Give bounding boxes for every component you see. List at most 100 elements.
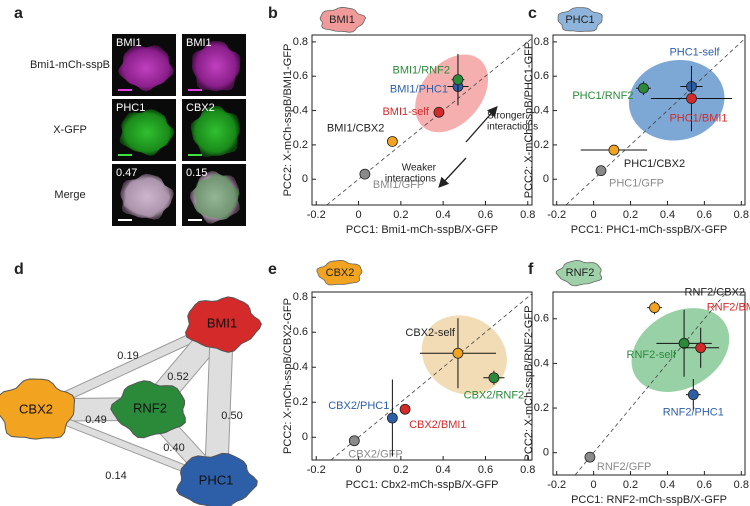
- point-label: BMI1/CBX2: [327, 122, 384, 134]
- annotation: interactions: [385, 174, 436, 185]
- x-tick-label: 0.8: [734, 479, 749, 491]
- plot-frame: [552, 34, 746, 206]
- identity-line: [565, 38, 746, 206]
- point-label: PHC1-self: [669, 46, 720, 58]
- point: [386, 136, 398, 147]
- y-tick-label: 0.6: [534, 70, 549, 82]
- node: [0, 378, 76, 440]
- y-tick-label: 0: [543, 173, 549, 185]
- protein-label: CBX2: [326, 267, 355, 279]
- point: [488, 372, 500, 384]
- point: [359, 168, 371, 180]
- y-tick-label: 0.4: [534, 357, 549, 369]
- edge-label: 0.52: [167, 371, 188, 383]
- x-tick-label: -0.2: [547, 209, 566, 221]
- point-label: CBX2/RNF2: [464, 390, 525, 402]
- plot-frame: [552, 291, 746, 476]
- panel-label: c: [528, 5, 537, 22]
- x-axis-label: PCC1: Cbx2-mCh-sspB/X-GFP: [346, 479, 499, 491]
- row-label: X-GFP: [53, 124, 87, 136]
- annotation: Stronger: [487, 111, 526, 122]
- plot-frame: [311, 34, 533, 206]
- identity-line: [330, 293, 533, 461]
- y-tick-label: 0.2: [534, 139, 549, 151]
- point-label: PHC1/CBX2: [624, 158, 685, 170]
- edge-label: 0.50: [221, 410, 242, 422]
- nucleus: [189, 170, 240, 224]
- node: [110, 380, 186, 439]
- point-label: BMI1-self: [382, 106, 429, 118]
- point-label: CBX2/PHC1: [328, 400, 389, 412]
- edge-label: 0.14: [105, 470, 126, 482]
- x-axis-label: PCC1: PHC1-mCh-sspB/X-GFP: [571, 224, 727, 236]
- point-label: PHC1/GFP: [609, 178, 664, 190]
- x-tick-label: 0.2: [623, 479, 638, 491]
- y-tick-label: 0.8: [293, 291, 308, 303]
- point-label: RNF2/GFP: [597, 461, 651, 473]
- point-label: CBX2/BMI1: [409, 419, 466, 431]
- protein-icon: [316, 259, 363, 286]
- node-label: RNF2: [133, 400, 167, 415]
- x-tick-label: 0: [591, 209, 597, 221]
- point-label: PHC1/BMI1: [669, 112, 727, 124]
- point: [386, 412, 398, 424]
- point-label: RNF2/PHC1: [663, 407, 724, 419]
- y-tick-label: 0.2: [293, 139, 308, 151]
- y-tick-label: 0.6: [293, 326, 308, 338]
- y-tick-label: 0: [302, 173, 308, 185]
- pcc-label: 0.47: [116, 167, 137, 179]
- edge-label: 0.19: [117, 350, 138, 362]
- nucleus: [119, 109, 175, 156]
- point: [608, 144, 620, 156]
- edge-label: 0.49: [85, 414, 106, 426]
- x-tick-label: 0.4: [660, 479, 675, 491]
- annotation: Weaker: [402, 163, 437, 174]
- y-axis-label: PCC2: X-mCh-sspB/BMI1-GFP: [282, 44, 294, 197]
- point: [595, 165, 607, 177]
- y-axis-label: PCC2: X-mCh-sspB/RNF2-GFP: [523, 306, 535, 462]
- y-tick-label: 0.2: [293, 396, 308, 408]
- point-label: RNF2/CBX2: [685, 287, 746, 299]
- point-label: BMI1/PHC1: [390, 83, 448, 95]
- panel-label: d: [14, 261, 24, 278]
- x-tick-label: -0.2: [307, 209, 326, 221]
- point: [649, 302, 660, 314]
- pcc-label: 0.15: [186, 167, 207, 179]
- row-label: Bmi1-mCh-sspB: [30, 59, 110, 71]
- x-tick-label: 0: [591, 479, 597, 491]
- point: [638, 82, 649, 94]
- x-tick-label: 0.4: [436, 464, 451, 476]
- point: [452, 347, 464, 359]
- y-axis-label: PCC2: X-mCh-sspB/CBX2-GFP: [282, 298, 294, 454]
- point-label: CBX2-self: [405, 327, 455, 339]
- nucleus: [120, 173, 174, 220]
- x-tick-label: 0: [355, 209, 361, 221]
- image-label: BMI1: [116, 37, 142, 49]
- x-tick-label: 0.8: [520, 464, 535, 476]
- point-label: RNF2/BMI1: [707, 302, 750, 314]
- highlight: [628, 59, 725, 141]
- nucleus-overlay: [194, 173, 240, 220]
- y-tick-label: 0.8: [534, 36, 549, 48]
- identity-line: [574, 291, 727, 476]
- image-label: BMI1: [186, 37, 212, 49]
- image-label: CBX2: [186, 102, 215, 114]
- y-tick-label: 0.6: [534, 313, 549, 325]
- protein-label: PHC1: [565, 14, 594, 26]
- x-tick-label: 0: [355, 464, 361, 476]
- y-tick-label: 0.4: [534, 104, 549, 116]
- arrow-weaker: [438, 157, 467, 188]
- x-tick-label: 0.8: [520, 209, 535, 221]
- panel-label: a: [14, 5, 23, 22]
- x-tick-label: 0.4: [436, 209, 451, 221]
- point: [584, 451, 596, 463]
- point-label: BMI1/GFP: [373, 179, 424, 191]
- plot-frame: [311, 291, 533, 461]
- y-axis-label: PCC2: X-mCh-sspB/PHC1-GFP: [523, 42, 535, 198]
- x-tick-label: 0.6: [697, 479, 712, 491]
- x-tick-label: 0.4: [660, 209, 675, 221]
- node: [175, 452, 258, 506]
- point: [687, 389, 699, 401]
- x-axis-label: PCC1: Bmi1-mCh-sspB/X-GFP: [346, 224, 498, 236]
